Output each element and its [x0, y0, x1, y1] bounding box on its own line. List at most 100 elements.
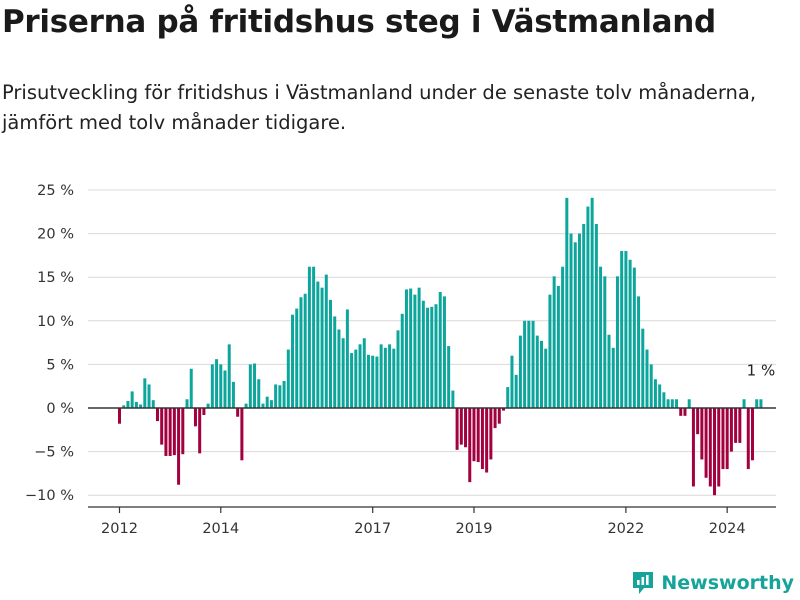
- bar: [291, 314, 295, 408]
- bar: [518, 335, 522, 408]
- bar: [202, 408, 206, 415]
- bar: [632, 267, 636, 408]
- bar: [544, 348, 548, 408]
- bar: [561, 266, 565, 408]
- bar: [577, 233, 581, 408]
- y-tick-label: 10 %: [37, 314, 74, 330]
- bar: [683, 408, 687, 416]
- bar: [586, 206, 590, 408]
- bar: [675, 399, 679, 408]
- y-tick-label: −5 %: [34, 445, 74, 461]
- bar: [164, 408, 168, 456]
- bar: [379, 344, 383, 408]
- bar: [421, 300, 425, 408]
- bar: [573, 242, 577, 408]
- newsworthy-logo-icon: [633, 572, 654, 594]
- bar: [717, 408, 721, 487]
- bar: [582, 224, 586, 408]
- bar: [354, 349, 358, 408]
- bar: [278, 385, 282, 408]
- bar: [413, 294, 417, 408]
- bar: [548, 294, 552, 408]
- bar: [480, 408, 484, 470]
- bar: [312, 266, 316, 408]
- bar: [206, 403, 210, 408]
- bar: [248, 364, 252, 408]
- bar: [704, 408, 708, 478]
- brand-logo[interactable]: Newsworthy: [631, 570, 794, 596]
- bar: [620, 251, 624, 408]
- bar: [282, 380, 286, 408]
- bar: [759, 399, 763, 408]
- bar: [624, 251, 628, 408]
- bar: [333, 316, 337, 408]
- y-tick-label: −10 %: [25, 488, 74, 504]
- y-tick-label: 20 %: [37, 227, 74, 243]
- y-tick-label: 25 %: [37, 183, 74, 199]
- bar: [404, 289, 408, 408]
- bar: [299, 297, 303, 408]
- bar: [265, 396, 269, 408]
- bar: [670, 399, 674, 408]
- bar: [307, 266, 311, 408]
- bar: [396, 330, 400, 408]
- bar: [324, 274, 328, 408]
- bar: [244, 403, 248, 408]
- bar: [362, 338, 366, 408]
- bar: [316, 281, 320, 408]
- bar: [231, 381, 235, 408]
- bar: [691, 408, 695, 487]
- y-tick-label: 5 %: [46, 357, 74, 373]
- bar: [274, 384, 278, 408]
- last-value-annotation: 1 %: [747, 361, 776, 379]
- bar: [603, 276, 607, 408]
- bar: [599, 266, 603, 408]
- bars: [118, 197, 763, 496]
- bar: [628, 259, 632, 408]
- bar: [615, 276, 619, 408]
- axes: [88, 407, 776, 513]
- bar: [438, 292, 442, 408]
- bar: [662, 392, 666, 408]
- bar: [210, 364, 214, 408]
- bar: [430, 306, 434, 408]
- bar: [366, 354, 370, 408]
- bar-chart: −10 % −5 % 0 % 5 % 10 % 15 % 20 % 25 % 2012 2014 2…: [25, 183, 776, 537]
- x-tick-label: 2019: [456, 521, 493, 537]
- bar: [552, 276, 556, 408]
- bar: [729, 408, 733, 452]
- bar: [329, 299, 332, 408]
- chart-title: Priserna på fritidshus steg i Västmanlan…: [2, 4, 716, 40]
- brand-name: Newsworthy: [661, 572, 794, 594]
- bar: [594, 224, 598, 408]
- bar: [383, 347, 387, 408]
- bar: [181, 408, 185, 455]
- bar: [261, 403, 265, 408]
- bar: [345, 309, 349, 408]
- bar: [556, 285, 560, 408]
- bar: [540, 340, 543, 408]
- bar: [523, 320, 527, 408]
- bar: [269, 400, 273, 408]
- bar: [400, 313, 404, 408]
- bar: [147, 384, 151, 408]
- bar: [236, 408, 240, 417]
- bar: [375, 356, 379, 408]
- tick-labels: −10 % −5 % 0 % 5 % 10 % 15 % 20 % 25 % 2012 2014 2…: [25, 183, 775, 537]
- bar: [666, 399, 670, 408]
- bar: [713, 408, 717, 496]
- bar: [434, 304, 438, 408]
- bar: [320, 287, 324, 408]
- bar: [611, 347, 615, 408]
- bar: [151, 400, 155, 408]
- bar: [464, 408, 468, 448]
- bar: [185, 399, 189, 408]
- bar: [189, 368, 193, 408]
- bar: [303, 293, 307, 408]
- bar: [493, 408, 497, 429]
- bar: [725, 408, 729, 470]
- bar: [708, 408, 712, 487]
- bar: [527, 320, 531, 408]
- bar: [215, 359, 219, 408]
- bar: [531, 320, 535, 408]
